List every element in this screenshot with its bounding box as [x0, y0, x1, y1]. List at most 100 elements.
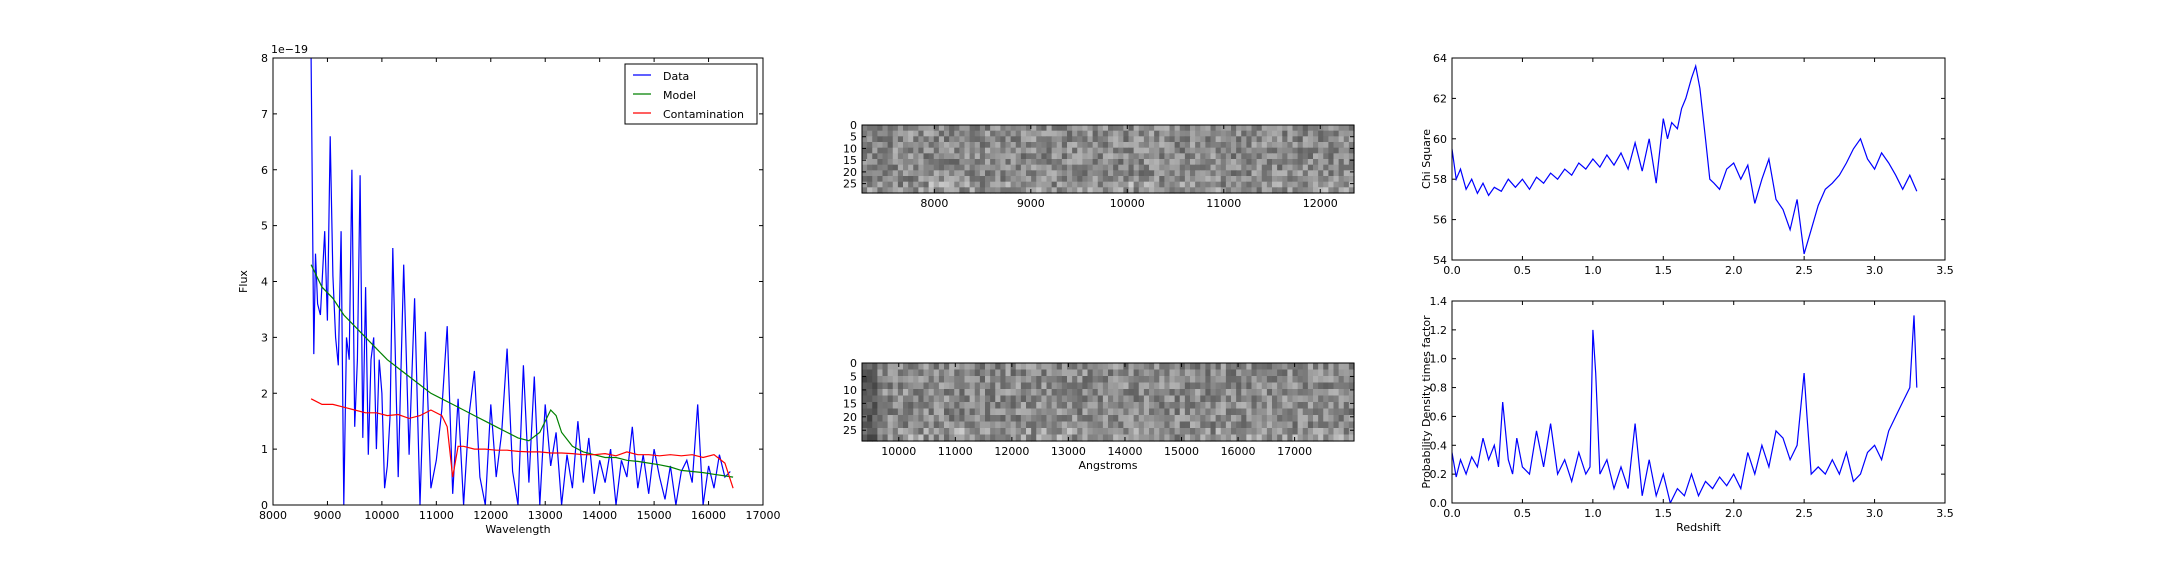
pixel	[1118, 434, 1124, 442]
pixel	[954, 402, 960, 410]
pixel	[1164, 181, 1171, 188]
pixel	[1164, 421, 1171, 429]
pixel	[918, 421, 925, 429]
pixel	[918, 153, 925, 160]
pixel	[1343, 176, 1350, 183]
y-tick-label: 3	[261, 331, 268, 344]
pixel	[933, 402, 940, 410]
pixel	[1067, 147, 1073, 154]
pixel	[887, 164, 894, 171]
pixel	[1179, 136, 1186, 143]
pixel	[1318, 408, 1324, 416]
y-tick-label: 0.2	[1430, 468, 1448, 481]
pixel	[1343, 181, 1350, 188]
pixel	[1328, 130, 1335, 137]
pixel	[1200, 187, 1206, 194]
pixel	[908, 147, 914, 154]
pixel	[908, 125, 914, 132]
pixel	[1015, 382, 1022, 390]
pixel	[1174, 147, 1181, 154]
pixel	[1149, 421, 1155, 429]
pixel	[1323, 376, 1329, 384]
pixel	[862, 153, 868, 160]
pixel	[1323, 389, 1329, 397]
pixel	[1067, 376, 1073, 384]
pixel	[1287, 176, 1294, 183]
pixel	[938, 421, 945, 429]
pixel	[964, 164, 971, 171]
pixel	[959, 125, 966, 132]
pixel	[1220, 147, 1227, 154]
pixel	[1077, 369, 1083, 377]
pixel	[1246, 369, 1253, 377]
pixel	[1215, 153, 1222, 160]
pixel	[1292, 382, 1299, 390]
pixel	[1102, 130, 1109, 137]
pixel	[1097, 434, 1104, 442]
pixel	[959, 363, 966, 371]
pixel	[928, 147, 935, 154]
pixel	[1133, 408, 1140, 416]
pixel	[892, 382, 899, 390]
pixel	[1005, 125, 1012, 132]
pixel	[1210, 159, 1217, 166]
pixel	[1236, 389, 1242, 397]
pixel	[964, 159, 971, 166]
pixel	[1318, 395, 1324, 403]
pixel	[1087, 147, 1094, 154]
pixel	[887, 130, 894, 137]
pixel	[1343, 125, 1350, 132]
pixel	[1266, 181, 1273, 188]
y-axis-label: Chi Square	[1420, 129, 1433, 189]
pixel	[1307, 434, 1314, 442]
pixel	[1190, 136, 1196, 143]
pixel	[1266, 395, 1273, 403]
pixel	[1082, 159, 1089, 166]
pixel	[1302, 181, 1309, 188]
pixel	[1302, 164, 1309, 171]
pixel	[1164, 395, 1171, 403]
pixel	[928, 395, 935, 403]
pixel	[908, 363, 914, 371]
pixel	[1297, 170, 1304, 177]
pixel	[1318, 130, 1324, 137]
pixel	[1118, 389, 1124, 397]
pixel	[1010, 382, 1017, 390]
pixel	[1005, 408, 1012, 416]
pixel	[923, 376, 930, 384]
pixel	[923, 363, 930, 371]
pixel	[979, 153, 986, 160]
pixel	[1313, 408, 1319, 416]
pixel	[938, 369, 945, 377]
pixel	[1082, 428, 1089, 436]
pixel	[1184, 428, 1191, 436]
pixel	[1297, 382, 1304, 390]
pixel	[1277, 164, 1283, 171]
pixel	[918, 130, 925, 137]
pixel	[1077, 363, 1083, 371]
pixel	[897, 395, 904, 403]
pixel	[1225, 125, 1232, 132]
x-tick-label: 15000	[1164, 445, 1199, 458]
pixel	[908, 176, 914, 183]
pixel	[867, 395, 873, 403]
pixel	[1256, 170, 1263, 177]
pixel	[1210, 181, 1217, 188]
pixel	[1179, 164, 1186, 171]
pixel	[938, 376, 945, 384]
pixel	[1154, 434, 1160, 442]
pixel	[1102, 136, 1109, 143]
pixel	[1348, 428, 1355, 436]
pixel	[1128, 170, 1135, 177]
y-tick-label: 58	[1433, 173, 1447, 186]
pixel	[1190, 415, 1196, 423]
pixel	[1051, 142, 1058, 149]
pixel	[928, 159, 935, 166]
pixel	[1154, 402, 1160, 410]
pixel	[1108, 428, 1114, 436]
pixel	[954, 125, 960, 132]
pixel	[1051, 130, 1058, 137]
pixel	[1123, 159, 1130, 166]
pixel	[1010, 176, 1017, 183]
pixel	[882, 130, 889, 137]
